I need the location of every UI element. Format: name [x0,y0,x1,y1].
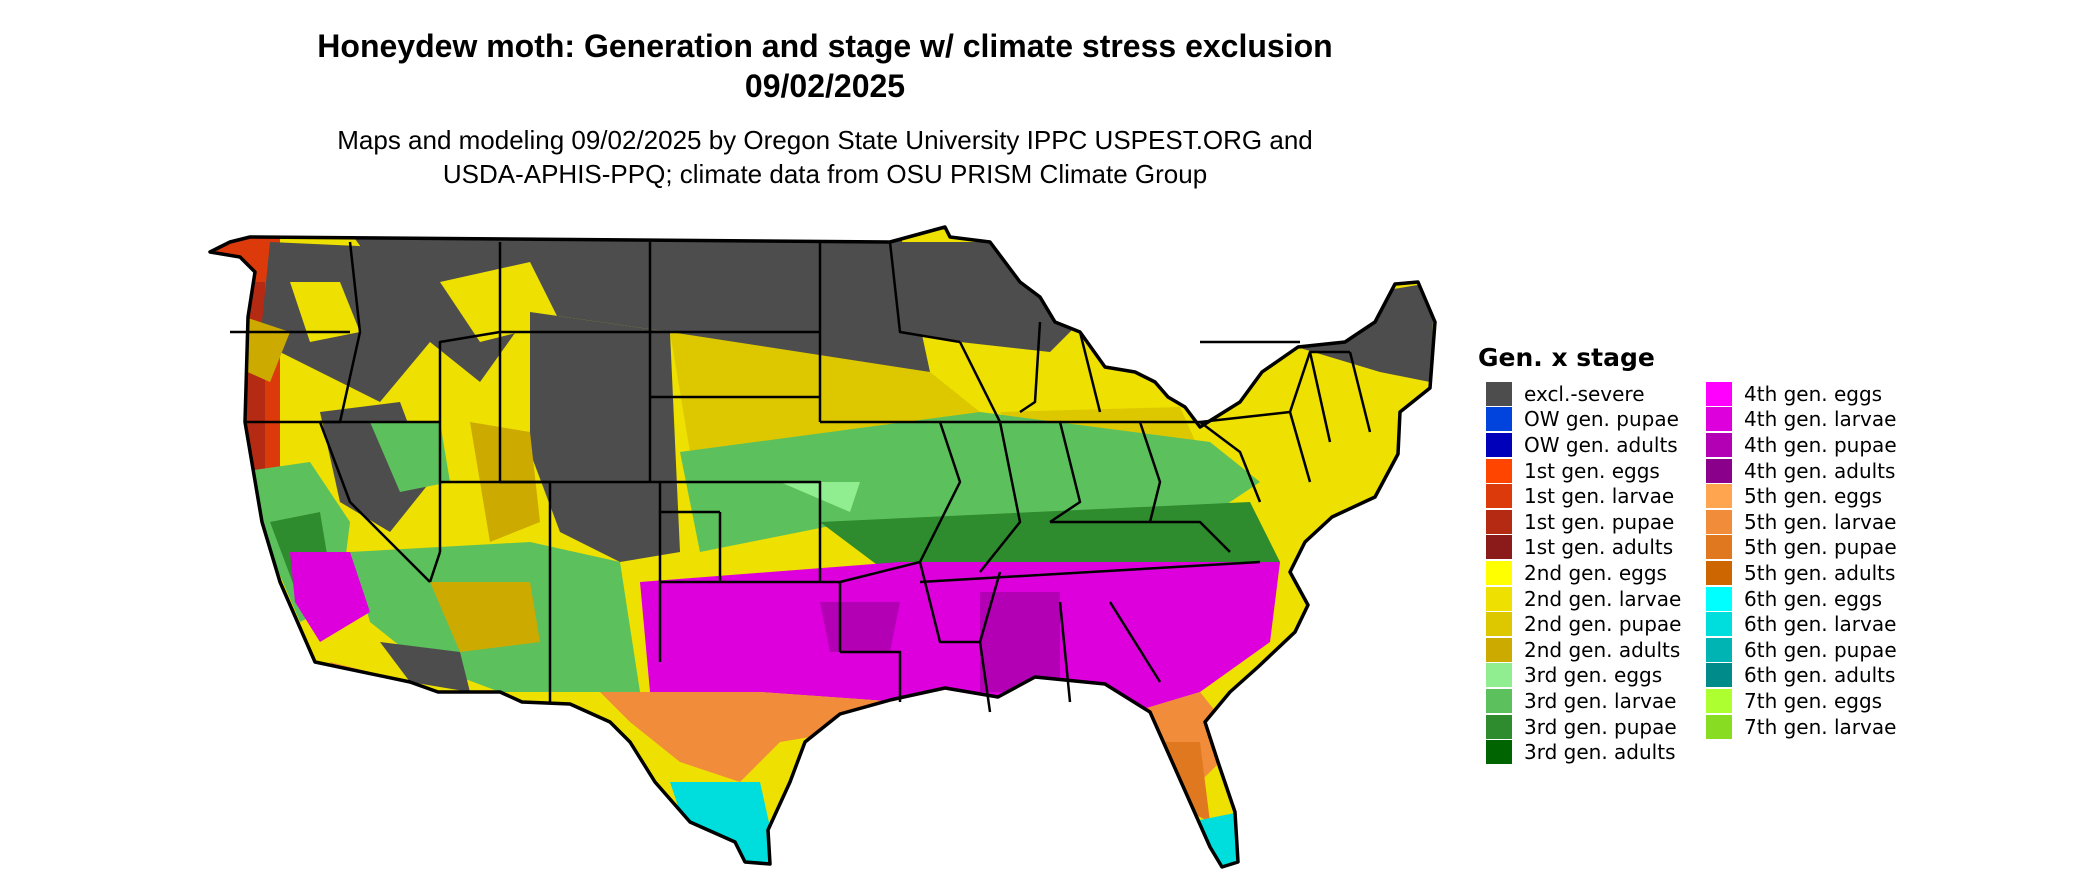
legend-item: OW gen. pupae [1486,407,1681,433]
legend-label: 6th gen. larvae [1744,612,1897,637]
legend-label: 5th gen. pupae [1744,535,1897,560]
map-subtitle-line1: Maps and modeling 09/02/2025 by Oregon S… [337,125,1313,155]
legend-label: OW gen. pupae [1524,407,1679,432]
legend-item: 6th gen. larvae [1706,611,1897,637]
legend-item: 3rd gen. adults [1486,739,1681,765]
legend-label: 1st gen. pupae [1524,509,1675,534]
legend-label: 4th gen. pupae [1744,432,1897,457]
legend-swatch [1706,535,1732,560]
map-title-line1: Honeydew moth: Generation and stage w/ c… [317,28,1333,64]
legend-swatch [1486,458,1512,483]
legend-swatch [1486,509,1512,534]
legend-item: 7th gen. larvae [1706,714,1897,740]
legend-swatch [1706,637,1732,662]
legend-item: 2nd gen. larvae [1486,586,1681,612]
legend-swatch [1706,714,1732,739]
legend-item: 5th gen. eggs [1706,483,1897,509]
us-phenology-map [208,225,1437,869]
legend-swatch [1486,740,1512,765]
legend-item: 1st gen. adults [1486,535,1681,561]
legend-swatch [1706,458,1732,483]
legend-item: 3rd gen. pupae [1486,714,1681,740]
legend-swatch [1486,612,1512,637]
legend-swatch [1486,381,1512,406]
legend-item: 5th gen. adults [1706,560,1897,586]
legend-item: 5th gen. pupae [1706,535,1897,561]
legend-label: 6th gen. eggs [1744,586,1883,611]
legend-label: 3rd gen. larvae [1524,688,1677,713]
legend-item: 6th gen. adults [1706,663,1897,689]
legend-swatch [1706,381,1732,406]
legend-item: 2nd gen. eggs [1486,560,1681,586]
legend-swatch [1706,432,1732,457]
legend-label: 1st gen. larvae [1524,484,1675,509]
legend-swatch [1706,688,1732,713]
legend-swatch [1486,663,1512,688]
legend-label: 3rd gen. pupae [1524,714,1677,739]
legend-label: 6th gen. pupae [1744,637,1897,662]
legend-swatch [1486,407,1512,432]
legend-swatch [1486,560,1512,585]
legend-item: OW gen. adults [1486,432,1681,458]
legend-label: 5th gen. eggs [1744,484,1883,509]
legend-label: 2nd gen. eggs [1524,560,1667,585]
legend-label: 3rd gen. adults [1524,740,1676,765]
legend-swatch [1486,637,1512,662]
legend-swatch [1486,688,1512,713]
legend-swatch [1706,560,1732,585]
legend-swatch [1706,509,1732,534]
legend-column-2: 4th gen. eggs 4th gen. larvae 4th gen. pup… [1706,381,1897,739]
legend-swatch [1486,586,1512,611]
legend-swatch [1706,586,1732,611]
legend-label: 2nd gen. adults [1524,637,1681,662]
legend-label: excl.-severe [1524,381,1645,406]
legend-item: 6th gen. eggs [1706,586,1897,612]
legend-item: 1st gen. larvae [1486,483,1681,509]
legend-item: 4th gen. eggs [1706,381,1897,407]
legend-swatch [1706,663,1732,688]
legend-item: 4th gen. pupae [1706,432,1897,458]
legend-label: 4th gen. larvae [1744,407,1897,432]
legend-label: 6th gen. adults [1744,663,1896,688]
legend-title: Gen. x stage [1478,343,1655,372]
map-subtitle-line2: USDA-APHIS-PPQ; climate data from OSU PR… [442,159,1208,189]
legend-item: excl.-severe [1486,381,1681,407]
legend-label: 1st gen. adults [1524,535,1674,560]
legend-label: 5th gen. adults [1744,560,1896,585]
legend-label: OW gen. adults [1524,432,1678,457]
legend-swatch [1486,432,1512,457]
legend-swatch [1706,407,1732,432]
legend-item: 7th gen. eggs [1706,688,1897,714]
legend-label: 2nd gen. pupae [1524,612,1682,637]
legend-item: 6th gen. pupae [1706,637,1897,663]
map-title-line2: 09/02/2025 [744,68,906,104]
legend-item: 2nd gen. adults [1486,637,1681,663]
legend-item: 1st gen. eggs [1486,458,1681,484]
legend-item: 2nd gen. pupae [1486,611,1681,637]
legend-swatch [1486,484,1512,509]
legend-label: 5th gen. larvae [1744,509,1897,534]
legend-item: 3rd gen. eggs [1486,663,1681,689]
legend-swatch [1486,714,1512,739]
legend-label: 2nd gen. larvae [1524,586,1682,611]
legend-column-1: excl.-severe OW gen. pupae OW gen. adults 1… [1486,381,1681,765]
legend-item: 4th gen. adults [1706,458,1897,484]
legend-swatch [1486,535,1512,560]
legend-label: 1st gen. eggs [1524,458,1660,483]
legend-label: 4th gen. eggs [1744,381,1883,406]
legend-item: 4th gen. larvae [1706,407,1897,433]
legend-item: 5th gen. larvae [1706,509,1897,535]
legend-label: 4th gen. adults [1744,458,1896,483]
legend-item: 3rd gen. larvae [1486,688,1681,714]
legend-swatch [1706,484,1732,509]
legend-label: 3rd gen. eggs [1524,663,1663,688]
legend-swatch [1706,612,1732,637]
legend-label: 7th gen. larvae [1744,714,1897,739]
legend-item: 1st gen. pupae [1486,509,1681,535]
legend-label: 7th gen. eggs [1744,688,1883,713]
